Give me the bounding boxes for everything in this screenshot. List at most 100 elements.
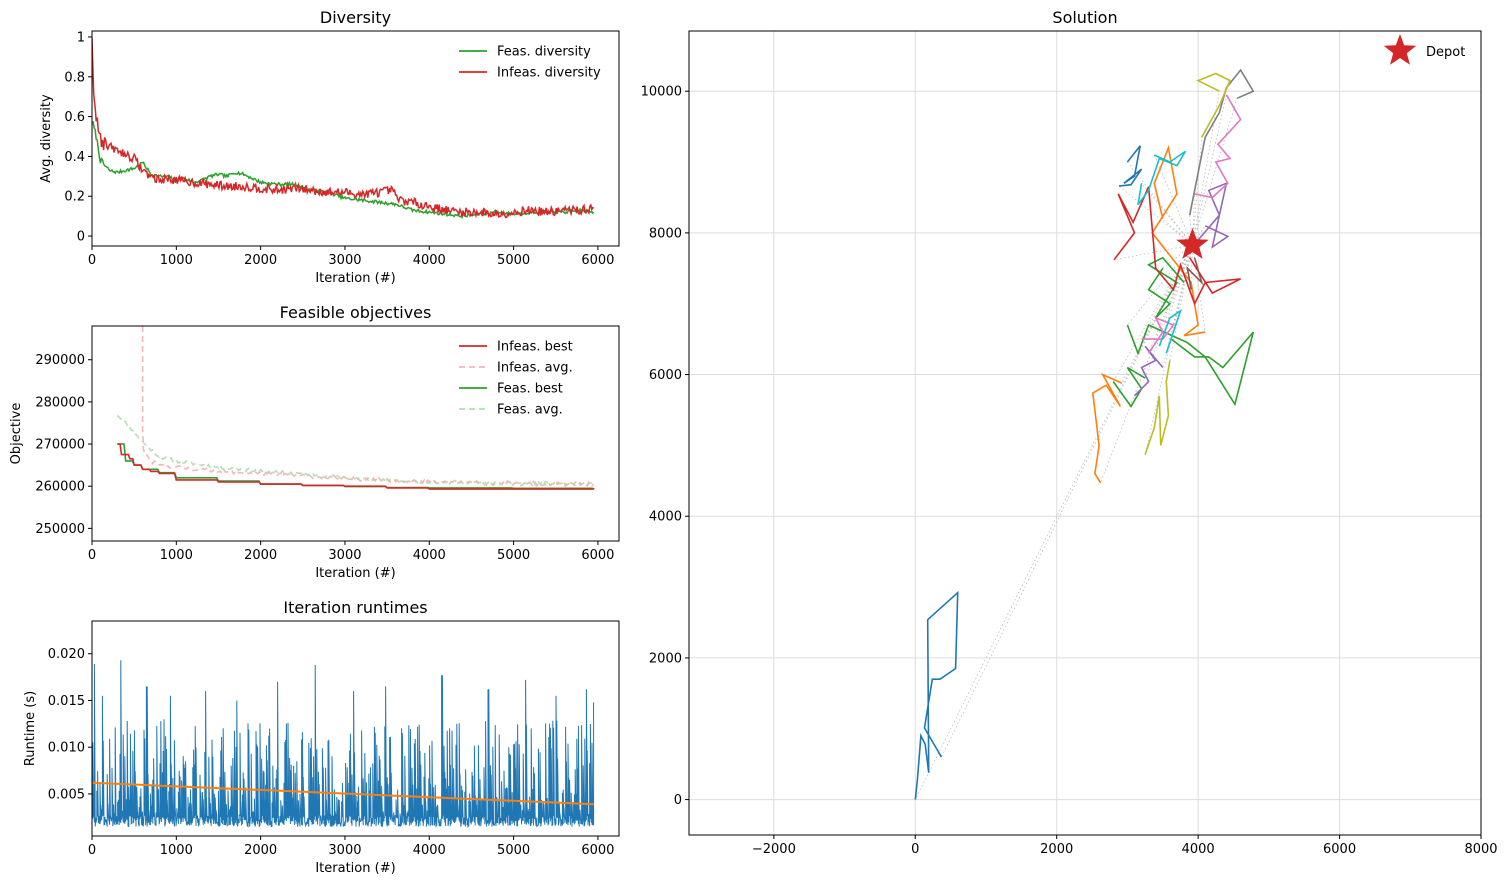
legend-label-depot: Depot — [1426, 45, 1465, 60]
y-tick-label: 0 — [674, 793, 682, 808]
legend-label: Infeas. best — [497, 340, 573, 355]
x-tick-label: 0 — [88, 843, 96, 858]
x-tick-label: 2000 — [244, 548, 277, 563]
route-line-12 — [1194, 94, 1242, 199]
chart-title: Solution — [1052, 8, 1117, 27]
series-line-feas-diversity — [92, 120, 595, 220]
legend-depot-marker — [1383, 34, 1417, 65]
depot-connection — [1127, 244, 1193, 326]
depot-connection — [1192, 244, 1206, 333]
depot-connection — [1148, 244, 1193, 354]
x-tick-label: 1000 — [160, 548, 193, 563]
axes-frame — [688, 30, 1482, 836]
legend-label: Feas. best — [497, 382, 563, 397]
y-tick-label: 0.020 — [48, 647, 85, 662]
legend-label: Infeas. diversity — [497, 66, 601, 81]
route-line-17 — [1137, 150, 1187, 206]
legend-label: Feas. avg. — [497, 403, 563, 418]
y-tick-label: 0 — [77, 230, 85, 245]
x-tick-label: 4000 — [413, 843, 446, 858]
y-tick-label: 270000 — [35, 438, 85, 453]
route-line-13 — [1141, 316, 1175, 354]
x-tick-label: 2000 — [244, 843, 277, 858]
runtime-series-line — [92, 660, 595, 828]
route-line-16 — [1196, 72, 1232, 138]
route-line-2 — [1118, 145, 1143, 187]
depot-connection — [1141, 183, 1193, 246]
y-axis-label: Objective — [9, 403, 24, 465]
depot-marker — [1176, 227, 1209, 259]
y-tick-label: 0.4 — [64, 150, 85, 165]
y-tick-label: 0.2 — [64, 190, 85, 205]
x-tick-label: 8000 — [1464, 842, 1497, 857]
depot-connection — [1113, 244, 1193, 261]
x-tick-label: 2000 — [1040, 842, 1073, 857]
x-tick-label: 6000 — [1323, 842, 1356, 857]
series-line-infeas-diversity — [92, 37, 595, 219]
x-tick-label: 1000 — [160, 843, 193, 858]
x-tick-label: 1000 — [160, 253, 193, 268]
route-line-6 — [1146, 256, 1185, 319]
x-tick-label: 6000 — [581, 253, 614, 268]
y-tick-label: 290000 — [35, 353, 85, 368]
y-axis-label: Avg. diversity — [39, 94, 54, 183]
x-tick-label: 5000 — [497, 843, 530, 858]
series-line-infeas-avg — [141, 326, 595, 488]
legend-label: Feas. diversity — [497, 45, 591, 60]
y-tick-label: 0.6 — [64, 110, 85, 125]
route-line-8 — [1113, 186, 1241, 306]
y-tick-label: 250000 — [35, 522, 85, 537]
y-tick-label: 4000 — [649, 510, 682, 525]
x-axis-label: Iteration (#) — [315, 566, 395, 581]
x-tick-label: 3000 — [328, 548, 361, 563]
y-tick-label: 10000 — [641, 85, 682, 100]
x-tick-label: 0 — [88, 253, 96, 268]
chart-title: Diversity — [320, 8, 391, 27]
chart-title: Iteration runtimes — [283, 598, 427, 617]
depot-connection — [941, 244, 1193, 758]
y-tick-label: 0.015 — [48, 694, 85, 709]
y-axis-label: Runtime (s) — [23, 691, 38, 766]
x-tick-label: 4000 — [413, 548, 446, 563]
depot-connection — [1162, 218, 1193, 246]
axes-frame — [91, 325, 620, 542]
y-tick-label: 2000 — [649, 651, 682, 666]
depot-connection — [1121, 244, 1193, 384]
y-tick-label: 0.8 — [64, 70, 85, 85]
depot-connection — [1100, 244, 1193, 484]
x-tick-label: 3000 — [328, 843, 361, 858]
y-tick-label: 0.010 — [48, 741, 85, 756]
route-line-3 — [1091, 372, 1123, 484]
route-line-9 — [1197, 181, 1230, 249]
x-tick-label: −2000 — [752, 842, 796, 857]
x-tick-label: 0 — [911, 842, 919, 857]
route-line-11 — [1186, 257, 1204, 290]
series-line-infeas-best — [117, 443, 595, 490]
series-line-feas-avg — [116, 414, 595, 487]
series-line-feas-best — [117, 443, 595, 490]
route-line-1 — [914, 590, 959, 800]
x-tick-label: 6000 — [581, 843, 614, 858]
depot-connection — [914, 244, 1193, 800]
runtime-trend-line — [91, 781, 594, 806]
iteration-runtimes-plot: 0 1000 2000 3000 4000 5000 6000 0.005 0.010 0.015… — [23, 598, 620, 876]
legend-label: Infeas. avg. — [497, 361, 573, 376]
x-tick-label: 0 — [88, 548, 96, 563]
axes-frame — [91, 30, 620, 247]
y-tick-label: 1 — [77, 30, 85, 45]
route-line-10 — [1133, 345, 1164, 397]
diversity-plot: 0 1000 2000 3000 4000 5000 6000 0 0.2 0.4 0.6 0.8 1 D… — [39, 8, 620, 286]
depot-connection — [1192, 94, 1227, 246]
axes-frame — [91, 620, 620, 837]
x-axis-label: Iteration (#) — [315, 861, 395, 876]
x-tick-label: 5000 — [497, 253, 530, 268]
y-tick-label: 6000 — [649, 368, 682, 383]
chart-title: Feasible objectives — [280, 303, 432, 322]
solution-plot: −2000 0 2000 4000 6000 8000 0 2000 4000 6000 8000 1… — [641, 8, 1498, 857]
x-tick-label: 4000 — [1182, 842, 1215, 857]
route-line-5 — [1126, 323, 1255, 407]
depot-connection — [1141, 244, 1193, 340]
x-tick-label: 4000 — [413, 253, 446, 268]
x-tick-label: 3000 — [328, 253, 361, 268]
